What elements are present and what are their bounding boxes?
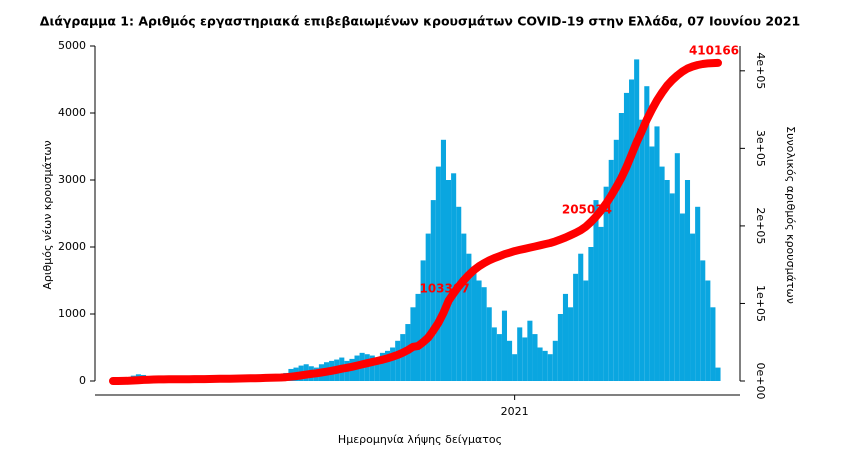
y2-tick-label: 3e+05	[754, 130, 767, 167]
bar	[547, 354, 553, 381]
bar	[674, 153, 680, 381]
bar	[420, 260, 426, 381]
y2-tick-label: 0e+00	[754, 363, 767, 400]
bar	[568, 307, 574, 381]
bar	[491, 327, 497, 381]
bar	[588, 247, 594, 381]
y-tick-label: 1000	[58, 307, 86, 320]
bar	[644, 86, 650, 381]
bar	[456, 206, 462, 381]
y2-tick-label: 1e+05	[754, 285, 767, 322]
bar	[659, 166, 665, 381]
bar	[369, 355, 375, 381]
bar	[451, 173, 457, 381]
bar	[430, 200, 436, 381]
bar	[425, 233, 431, 381]
bar	[374, 357, 380, 381]
bar	[613, 139, 619, 381]
cumulative-line	[109, 58, 722, 385]
y-tick-label: 2000	[58, 240, 86, 253]
bar	[522, 337, 528, 381]
bar	[679, 213, 685, 381]
value-label: 410166	[689, 43, 739, 57]
bar	[618, 113, 624, 381]
bar	[532, 334, 538, 381]
bar	[705, 280, 711, 381]
bar	[583, 280, 589, 381]
bar	[501, 310, 508, 381]
bar	[537, 347, 543, 381]
y-axis-label: Αριθμός νέων κρουσμάτων	[41, 140, 54, 289]
bar	[542, 350, 548, 381]
bar	[379, 352, 385, 381]
bar	[684, 180, 691, 381]
bar	[384, 350, 391, 381]
bar	[507, 340, 513, 381]
bar	[435, 166, 441, 381]
bar	[649, 146, 655, 381]
bar	[700, 260, 706, 381]
bar	[634, 59, 640, 382]
bar	[471, 267, 477, 381]
bar	[364, 354, 370, 381]
bar	[629, 79, 635, 381]
x-tick-label: 2021	[501, 405, 529, 418]
bar	[715, 367, 721, 381]
bar	[710, 307, 716, 381]
bar	[578, 253, 584, 381]
bar	[664, 180, 670, 381]
bar	[390, 347, 396, 381]
bar	[695, 206, 701, 381]
bar	[481, 287, 487, 381]
bar	[461, 233, 467, 381]
bar	[608, 159, 614, 381]
y-tick-label: 3000	[58, 173, 86, 186]
bar	[486, 307, 492, 381]
y2-tick-label: 4e+05	[754, 52, 767, 89]
bar	[395, 340, 401, 381]
bar	[557, 314, 563, 381]
bar	[623, 92, 630, 382]
bar	[598, 226, 604, 381]
bar	[552, 340, 558, 381]
y-tick-label: 0	[79, 374, 86, 387]
bar	[440, 139, 447, 381]
bar	[512, 354, 518, 381]
bar	[446, 180, 452, 381]
bar	[527, 320, 533, 381]
bar	[593, 200, 599, 381]
bar	[654, 126, 660, 382]
value-label: 205034	[562, 203, 612, 217]
bar	[690, 233, 696, 381]
value-label: 103307	[419, 281, 469, 295]
bar	[573, 273, 579, 381]
bar	[415, 293, 421, 381]
y-tick-label: 5000	[58, 39, 86, 52]
x-axis-label: Ημερομηνία λήψης δείγματος	[338, 433, 502, 446]
y2-axis-label: Συνολικός αριθμός κρουσμάτων	[784, 126, 797, 304]
bar	[496, 334, 502, 381]
chart-title: Διάγραμμα 1: Αριθμός εργαστηριακά επιβεβ…	[40, 14, 800, 29]
bar	[466, 253, 472, 381]
bar	[603, 186, 609, 381]
y-tick-label: 4000	[58, 106, 86, 119]
bar	[517, 327, 523, 381]
y2-tick-label: 2e+05	[754, 207, 767, 244]
bar	[669, 193, 675, 381]
bar	[400, 334, 406, 381]
bar	[639, 119, 645, 381]
bar	[562, 293, 569, 381]
bar	[476, 280, 482, 381]
